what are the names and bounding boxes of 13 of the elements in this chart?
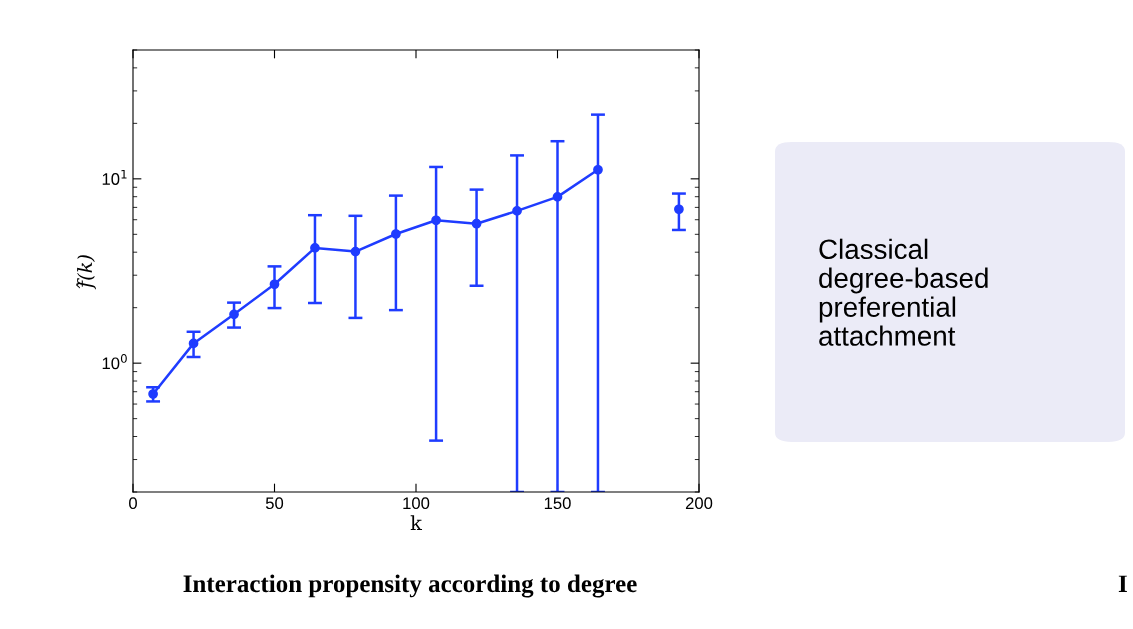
point [674, 204, 684, 215]
x-tick-label: 200 [685, 497, 713, 510]
text: Classical degree-based preferential attachment [819, 238, 988, 346]
x-axis-title: k [410, 515, 423, 530]
x-tick-label: 0 [129, 497, 137, 510]
x-tick-label: 100 [403, 497, 430, 510]
text: I [1118, 575, 1127, 593]
y-tick-label: 10$^{1}$ [102, 169, 127, 185]
y-axis-title: f̂(k) [76, 255, 96, 290]
text: Interaction propensity according to degree [183, 574, 637, 598]
y-tick-label: 10$^{0}$ [102, 354, 127, 370]
x-tick-label: 150 [544, 497, 571, 510]
x-tick-label: 50 [265, 497, 284, 510]
